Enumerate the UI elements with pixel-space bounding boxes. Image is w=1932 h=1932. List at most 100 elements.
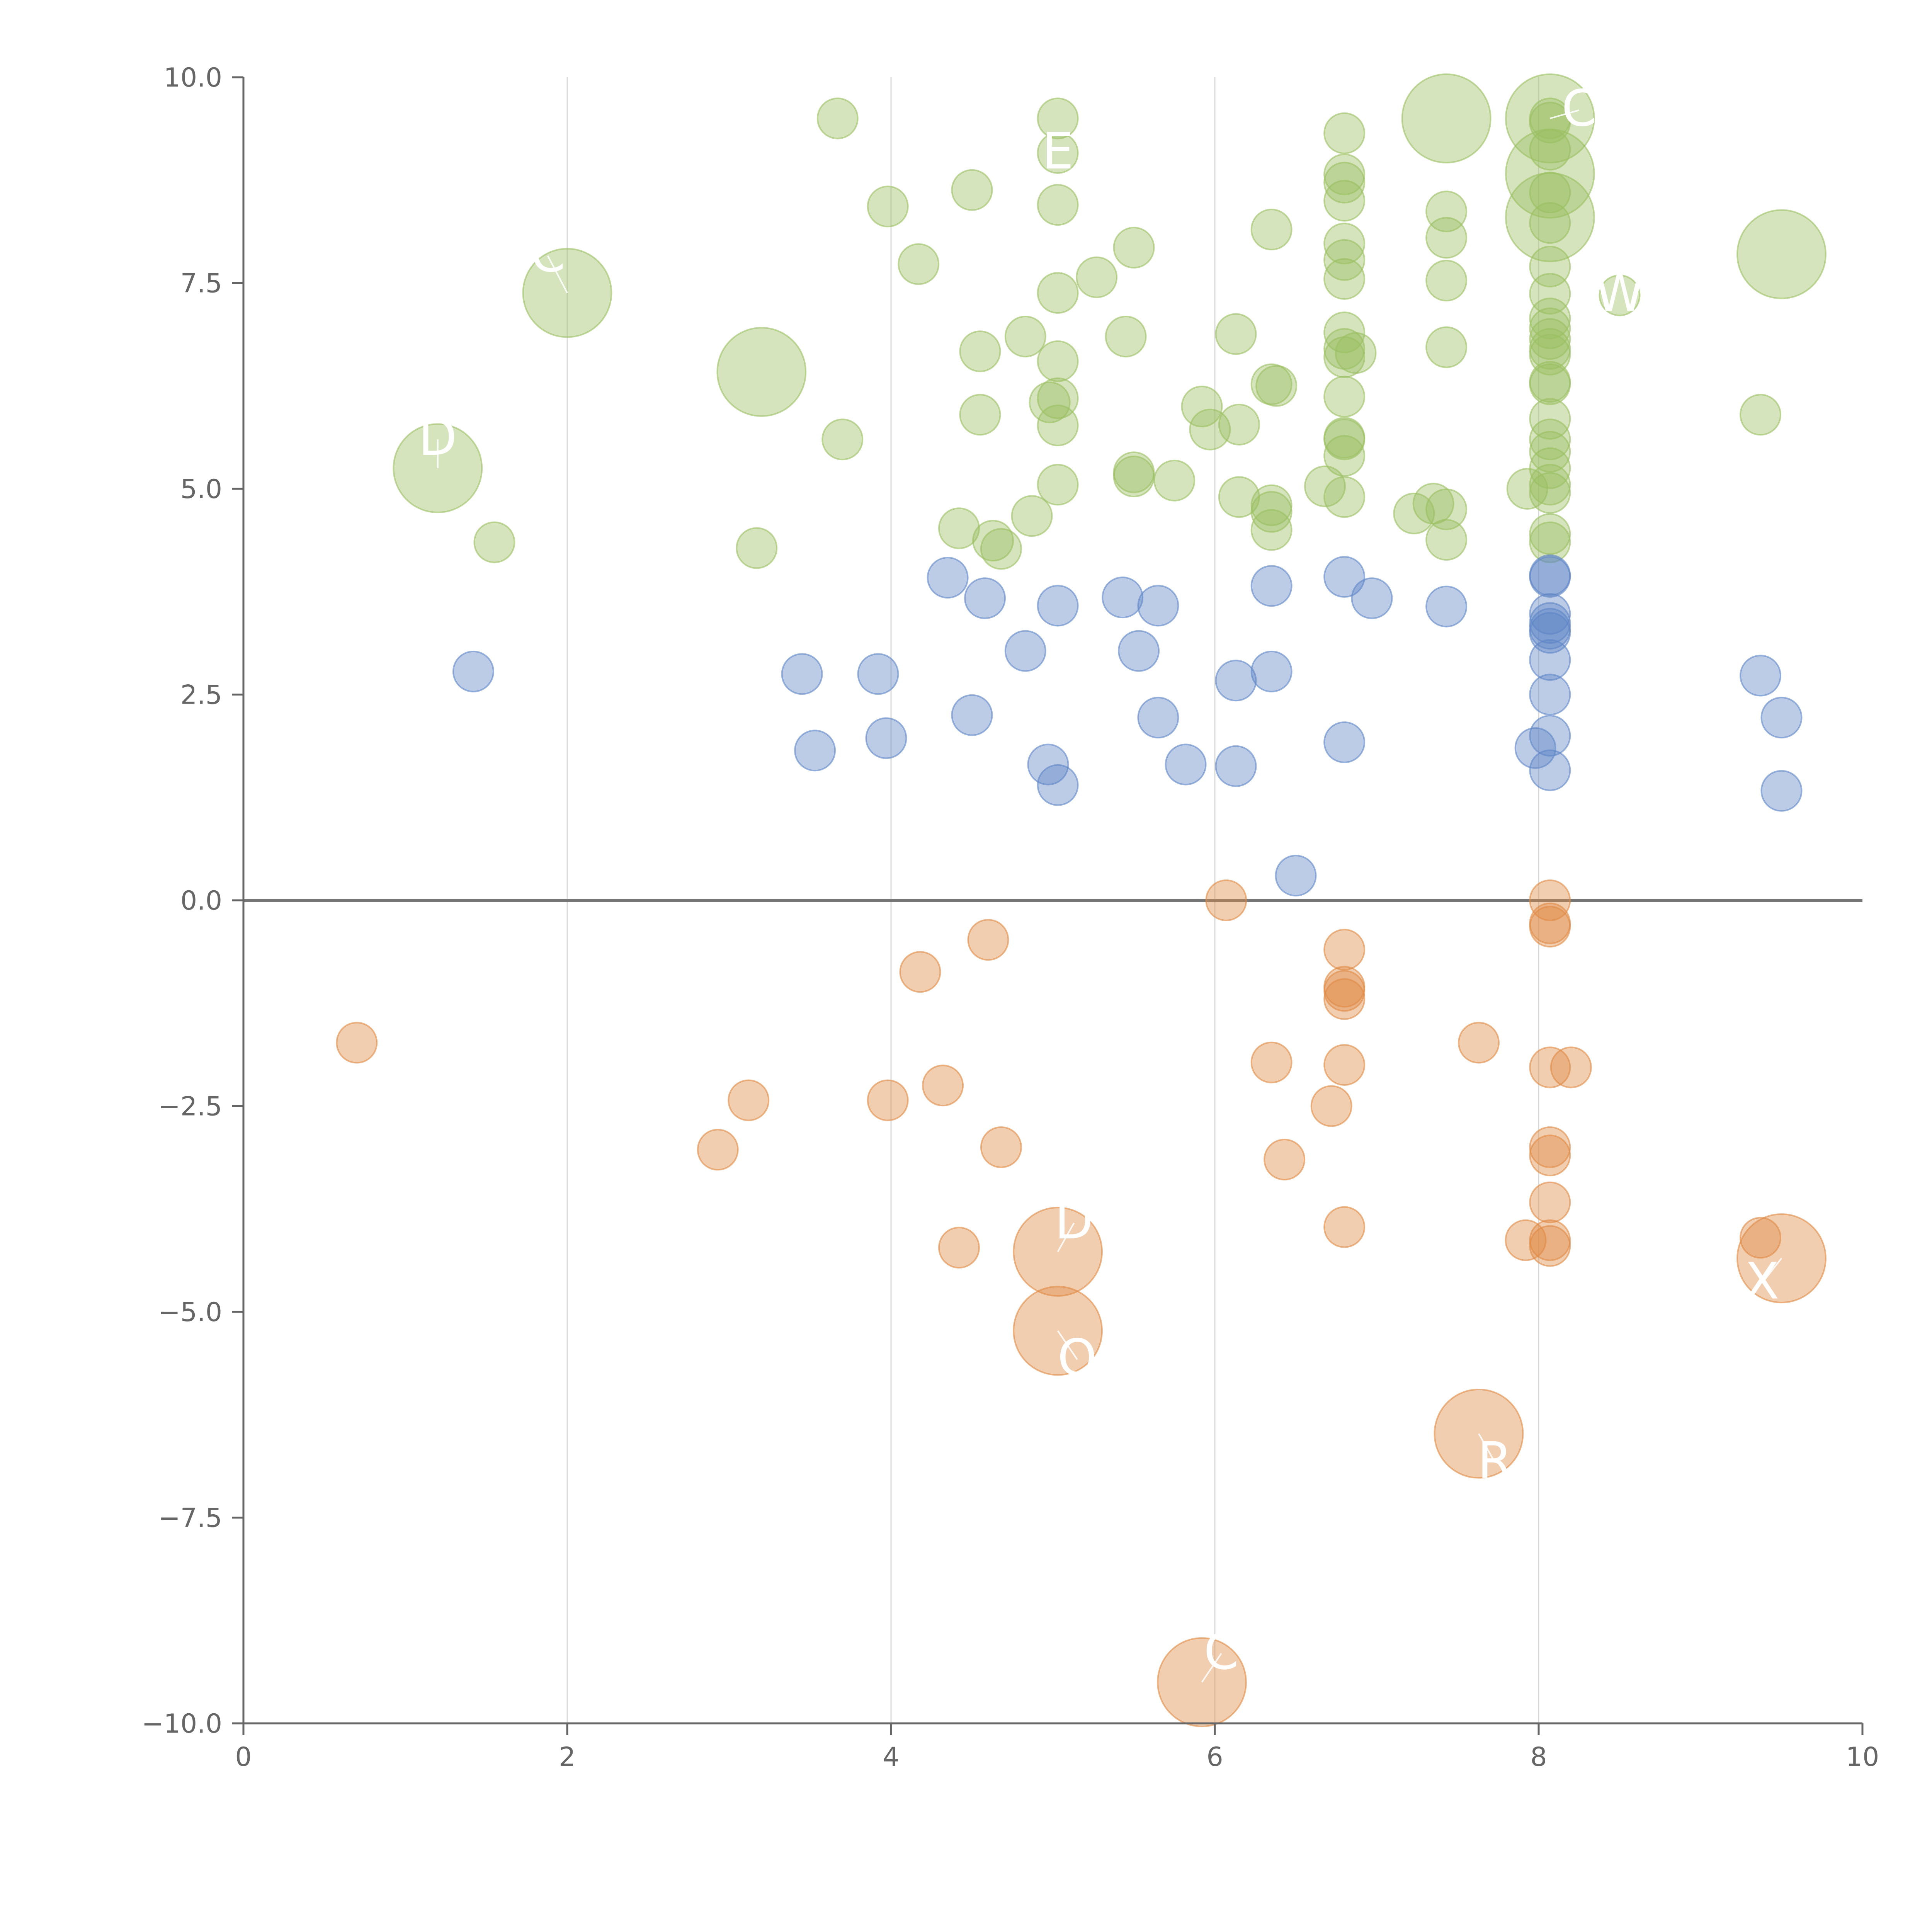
x-tick-label: 6 (1206, 1742, 1223, 1772)
data-point-orange (1505, 1219, 1547, 1261)
data-point-blue (1425, 585, 1468, 628)
point-label: C (1204, 1622, 1239, 1681)
data-point-blue (1740, 655, 1782, 697)
label-leader-line (1057, 1222, 1075, 1252)
data-point-blue (1760, 697, 1803, 739)
point-label: E (1042, 122, 1073, 180)
data-point-orange (1323, 1206, 1366, 1248)
data-point-green (1740, 394, 1782, 436)
data-points (336, 73, 1827, 1727)
data-point-green (1425, 217, 1468, 259)
data-point-green (1425, 488, 1468, 531)
data-point-green (1037, 132, 1079, 174)
data-point-orange (1529, 1134, 1571, 1177)
data-point-green (959, 330, 1001, 372)
data-point-blue (1215, 660, 1257, 702)
y-tick-label: 0.0 (180, 886, 222, 916)
y-tick-label: 7.5 (180, 269, 222, 299)
x-tick-label: 0 (235, 1742, 252, 1772)
data-point-green (1529, 447, 1571, 489)
data-point-green (1323, 435, 1366, 477)
data-point-green (1529, 202, 1571, 244)
data-point-green (1529, 333, 1571, 376)
data-point-green (1181, 386, 1223, 427)
x-tick-label: 10 (1846, 1742, 1879, 1772)
axes: 0 2 4 6 8 10 10.0 7.5 5.0 2.5 0.0 −2.5 −5.0 −7.5 −10.0 (142, 63, 1879, 1772)
data-point-green (1323, 417, 1366, 459)
data-point-green (1250, 509, 1293, 551)
data-point-orange (980, 1126, 1022, 1168)
data-point-blue (1514, 727, 1556, 769)
data-point-blue (1275, 855, 1317, 897)
point-label: C (1561, 79, 1597, 138)
data-point-green (951, 169, 993, 211)
data-point-green (1505, 172, 1595, 262)
data-point-green (816, 97, 859, 139)
data-point-blue (857, 653, 899, 695)
data-point-green (1323, 153, 1366, 196)
data-point-green (1037, 404, 1079, 446)
y-tick-label: 10.0 (164, 63, 222, 93)
data-point-blue (1037, 764, 1079, 806)
data-point-green (1323, 223, 1366, 265)
data-point-green (959, 394, 1001, 436)
data-point-blue (1760, 770, 1803, 812)
data-point-blue (1165, 743, 1207, 786)
data-point-blue (964, 577, 1006, 619)
data-point-orange (1529, 1219, 1571, 1261)
data-point-blue (1529, 593, 1571, 635)
point-label: W (1595, 264, 1645, 323)
data-point-green (867, 185, 909, 228)
data-point-blue (1215, 745, 1257, 787)
data-point-orange (1529, 1181, 1571, 1223)
data-point-green (1736, 209, 1827, 299)
data-point-green (1105, 315, 1147, 357)
data-point-blue (452, 650, 494, 692)
data-point-blue (1529, 602, 1571, 644)
data-point-green (1250, 491, 1293, 533)
data-point-green (1323, 239, 1366, 281)
data-point-green (1323, 258, 1366, 300)
data-point-blue (1529, 673, 1571, 716)
data-point-green (1425, 519, 1468, 561)
data-point-green (1401, 73, 1492, 163)
data-point-green (1323, 376, 1366, 418)
data-point-green (1425, 260, 1468, 302)
data-point-green (1076, 256, 1118, 298)
data-point-green (1323, 180, 1366, 222)
data-point-green (1004, 315, 1046, 357)
y-tick-label: −7.5 (158, 1503, 222, 1534)
data-point-green (1037, 340, 1079, 382)
data-point-green (1425, 190, 1468, 233)
data-point-orange (1458, 1022, 1500, 1064)
data-point-green (972, 520, 1014, 562)
y-tick-label: 2.5 (180, 680, 222, 711)
data-point-green (1529, 521, 1571, 563)
y-tick-label: −2.5 (158, 1092, 222, 1122)
data-point-green (1425, 326, 1468, 368)
data-point-green (1529, 431, 1571, 473)
data-point-green (1529, 298, 1571, 340)
data-point-green (1037, 184, 1079, 226)
data-point-blue (1250, 650, 1293, 692)
data-point-green (1029, 381, 1071, 423)
data-point-green (1113, 226, 1155, 269)
data-point-green (1218, 476, 1260, 518)
data-point-blue (1137, 697, 1179, 739)
label-leader-line (1761, 1258, 1782, 1284)
data-point-orange (1310, 1085, 1352, 1127)
data-point-orange (1550, 1046, 1592, 1088)
data-point-orange (1529, 879, 1571, 921)
label-leader-line (1201, 1653, 1222, 1683)
data-point-orange (1323, 1044, 1366, 1086)
label-leader-line (547, 255, 568, 293)
data-point-blue (1137, 585, 1179, 627)
data-point-green (736, 527, 778, 569)
data-point-green (1011, 495, 1053, 537)
label-leader-line (1057, 1330, 1078, 1360)
data-point-blue (1323, 721, 1366, 764)
data-point-blue (865, 717, 907, 759)
data-point-orange (336, 1022, 378, 1064)
data-point-orange (938, 1226, 980, 1269)
